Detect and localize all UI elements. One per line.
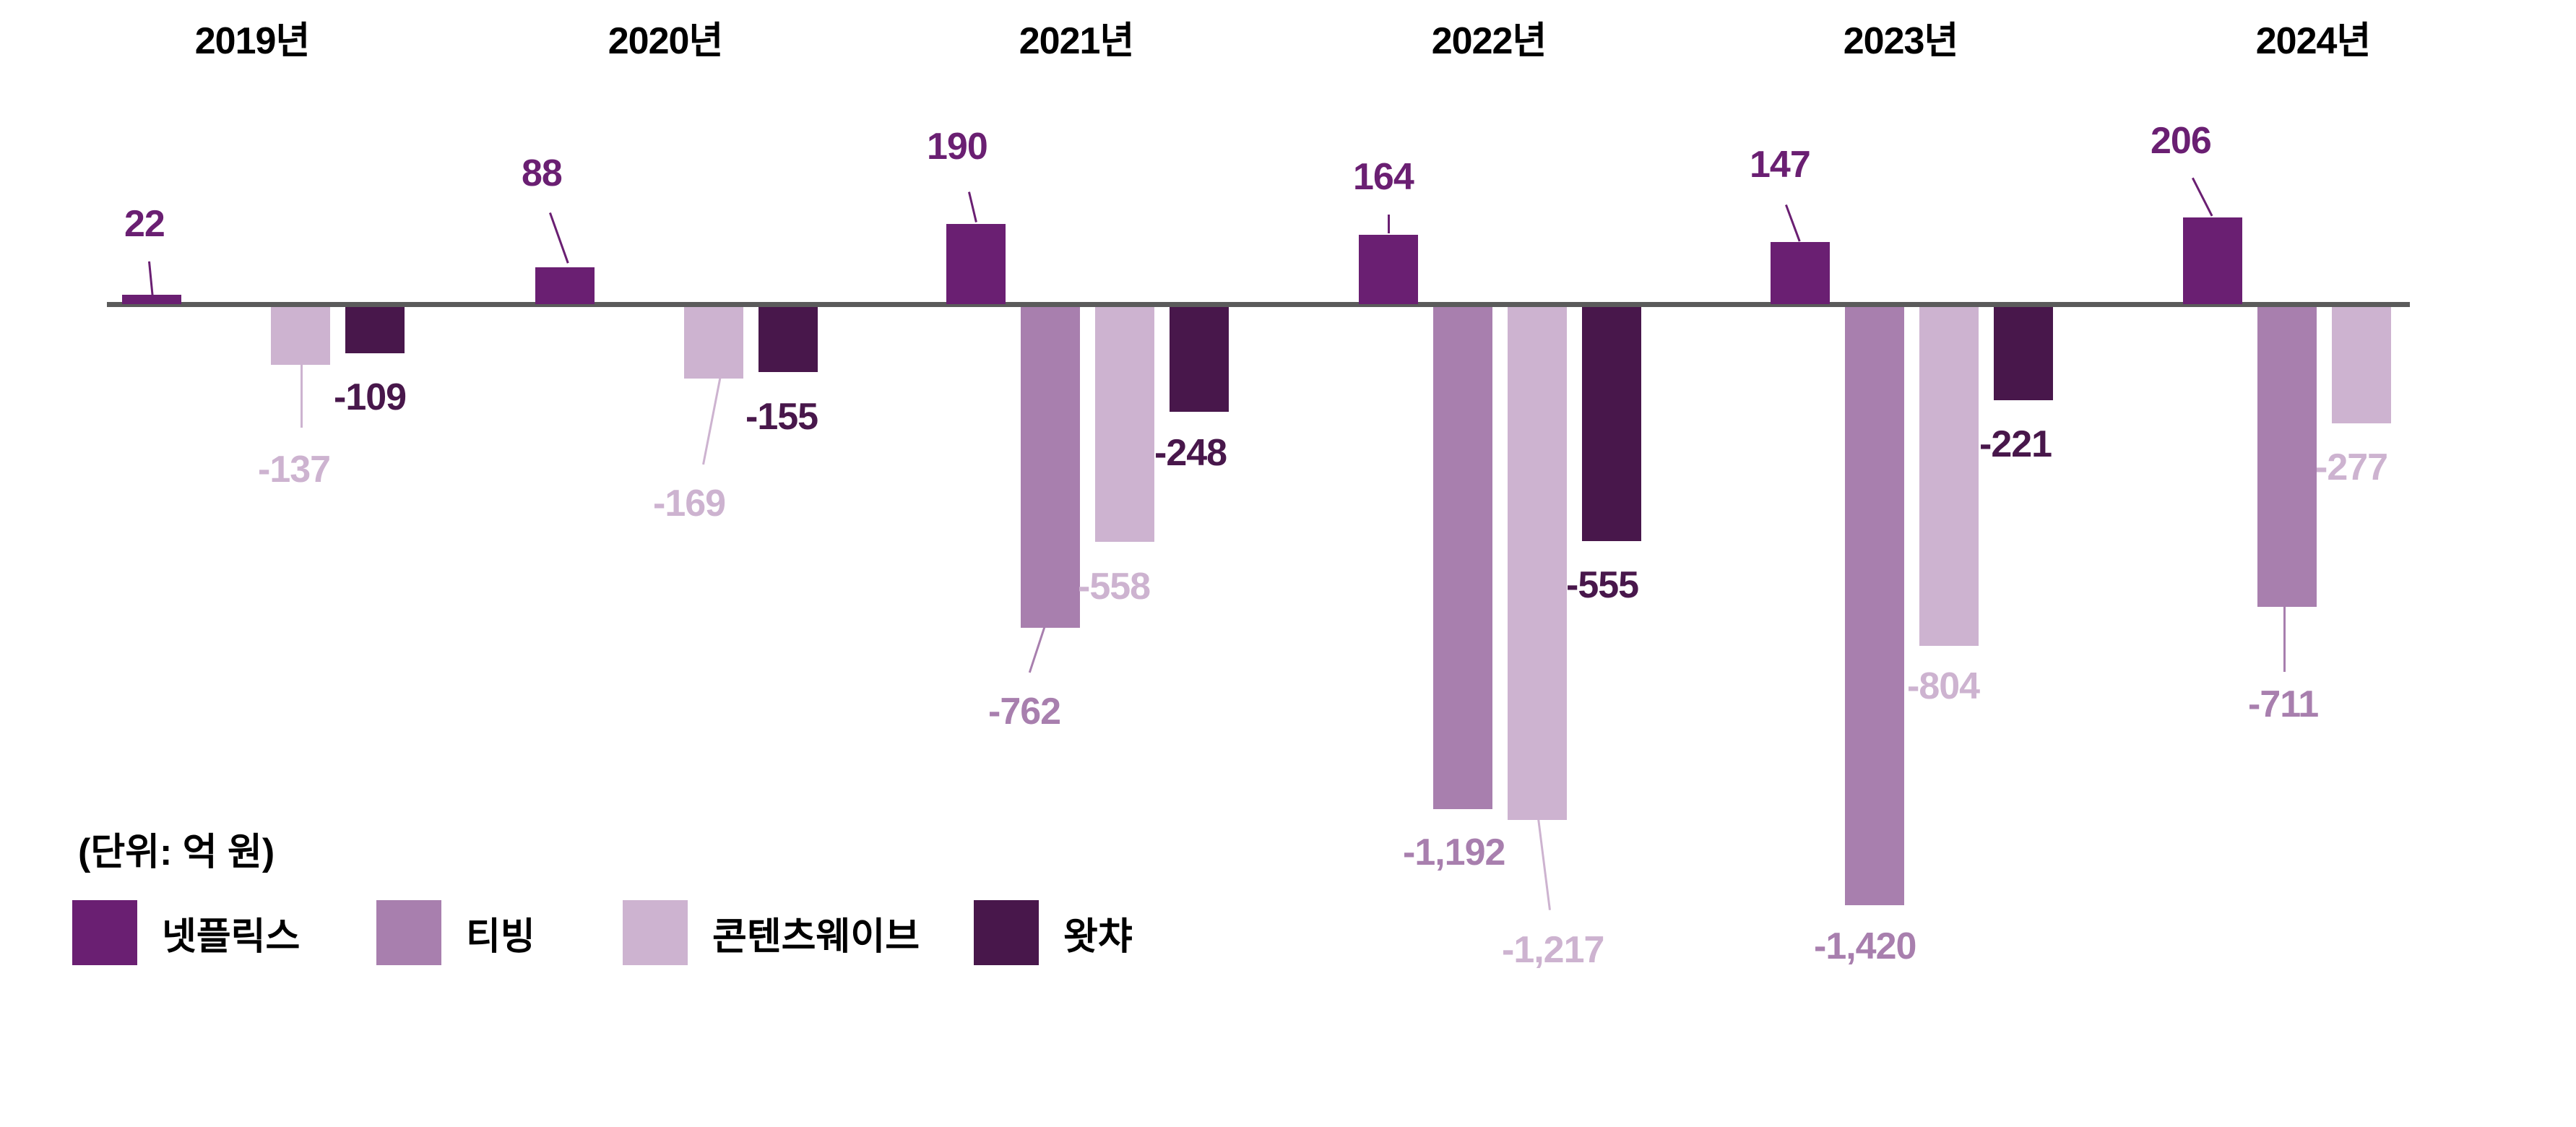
leader-line: [1785, 204, 1801, 242]
bar-contentwavve: [684, 307, 743, 379]
leader-line: [1536, 812, 1551, 910]
leader-line: [2192, 177, 2213, 217]
bar-netflix: [946, 224, 1006, 304]
value-label-tving: -1,420: [1814, 925, 1916, 967]
year-header: 2023년: [1843, 20, 1959, 62]
year-header: 2022년: [1431, 20, 1547, 62]
leader-line: [148, 261, 154, 298]
value-label-tving: -762: [988, 691, 1061, 733]
leader-line: [549, 212, 569, 264]
legend-label-watcha: 왓챠: [1063, 915, 1133, 958]
bar-watcha: [758, 307, 818, 373]
value-label-contentwavve: -558: [1078, 566, 1151, 608]
bar-netflix: [1359, 235, 1418, 304]
leader-line: [1388, 215, 1390, 233]
legend-label-contentwavve: 콘텐츠웨이브: [712, 915, 920, 958]
year-header: 2021년: [1019, 20, 1135, 62]
legend-label-tving: 티빙: [466, 915, 535, 958]
zero-baseline: [107, 302, 2410, 307]
year-header: 2020년: [608, 20, 724, 62]
value-label-netflix: 164: [1353, 156, 1414, 198]
legend-item-watcha: 왓챠: [974, 900, 1133, 965]
bar-tving: [1433, 307, 1492, 809]
legend-label-netflix: 넷플릭스: [162, 915, 301, 958]
year-header: 2019년: [194, 20, 311, 62]
bar-netflix: [122, 295, 181, 304]
bar-contentwavve: [1919, 307, 1979, 646]
legend-swatch-netflix: [72, 900, 137, 965]
value-label-tving: -711: [2248, 683, 2319, 725]
year-header: 2024년: [2255, 20, 2372, 62]
value-label-netflix: 22: [124, 203, 165, 245]
bar-contentwavve: [1095, 307, 1154, 543]
value-label-watcha: -555: [1566, 564, 1639, 606]
bar-watcha: [1994, 307, 2053, 400]
value-label-contentwavve: -804: [1907, 665, 1980, 707]
bar-netflix: [535, 267, 595, 304]
bar-watcha: [345, 307, 405, 353]
bar-watcha: [1170, 307, 1229, 412]
bar-netflix: [1771, 242, 1830, 304]
bar-contentwavve: [271, 307, 330, 365]
leader-line: [702, 376, 722, 465]
legend-item-tving: 티빙: [376, 900, 535, 965]
value-label-watcha: -248: [1154, 432, 1227, 474]
value-label-netflix: 206: [2151, 120, 2212, 162]
value-label-watcha: -155: [745, 396, 818, 438]
legend-swatch-contentwavve: [623, 900, 688, 965]
legend-swatch-watcha: [974, 900, 1039, 965]
value-label-netflix: 147: [1750, 144, 1811, 186]
bar-contentwavve: [1508, 307, 1567, 820]
value-label-contentwavve: -137: [258, 449, 331, 491]
bar-contentwavve: [2332, 307, 2391, 424]
value-label-netflix: 190: [927, 126, 988, 168]
value-label-watcha: -221: [1979, 423, 2052, 465]
value-label-netflix: 88: [522, 152, 563, 194]
value-label-watcha: -109: [334, 376, 407, 418]
legend-item-contentwavve: 콘텐츠웨이브: [623, 900, 920, 965]
legend-swatch-tving: [376, 900, 441, 965]
leader-line: [968, 191, 977, 223]
bar-watcha: [1582, 307, 1641, 541]
unit-label: (단위: 억 원): [78, 832, 275, 873]
value-label-tving: -1,192: [1403, 832, 1505, 873]
value-label-contentwavve: -169: [653, 483, 726, 524]
leader-line: [2283, 603, 2286, 672]
value-label-contentwavve: -1,217: [1502, 929, 1604, 971]
legend-item-netflix: 넷플릭스: [72, 900, 300, 965]
bar-tving: [1845, 307, 1904, 905]
bar-netflix: [2183, 217, 2242, 304]
leader-line: [1029, 623, 1047, 673]
value-label-contentwavve: -277: [2315, 446, 2388, 488]
bar-tving: [2257, 307, 2317, 607]
leader-line: [301, 362, 303, 428]
bar-tving: [1021, 307, 1080, 629]
